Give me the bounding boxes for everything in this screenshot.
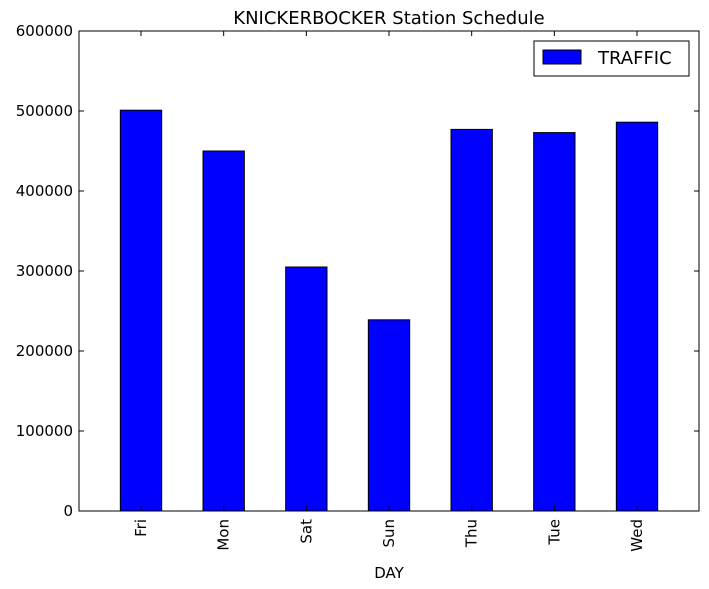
x-tick-label: Thu	[463, 519, 481, 548]
x-tick-label: Fri	[132, 519, 150, 537]
y-tick-label: 0	[63, 502, 73, 520]
y-tick-label: 300000	[16, 262, 73, 280]
y-tick-label: 200000	[16, 342, 73, 360]
chart-title: KNICKERBOCKER Station Schedule	[233, 8, 544, 29]
x-tick-label: Mon	[215, 519, 233, 551]
y-tick-label: 600000	[16, 22, 73, 40]
bar-sun	[367, 319, 411, 512]
bar-fri	[119, 109, 163, 512]
x-axis: Fri Mon Sat Sun Thu Tue Wed	[132, 31, 646, 552]
x-axis-label: DAY	[374, 564, 404, 582]
x-tick-label: Sun	[380, 519, 398, 548]
y-tick-label: 400000	[16, 182, 73, 200]
legend-swatch	[542, 49, 582, 65]
bar-thu	[450, 128, 493, 512]
bar-mon	[202, 150, 245, 512]
x-tick-label: Tue	[545, 519, 563, 546]
x-tick-label: Wed	[628, 519, 646, 552]
y-tick-label: 100000	[16, 422, 73, 440]
bar-wed	[615, 121, 659, 512]
bars-layer	[119, 109, 659, 512]
plot-frame	[78, 30, 700, 512]
legend: TRAFFIC	[533, 40, 690, 77]
x-tick-label: Sat	[297, 519, 315, 544]
y-axis: 0 100000 200000 300000 400000 500000 600000	[16, 22, 699, 520]
legend-box	[533, 40, 690, 77]
legend-label: TRAFFIC	[597, 48, 672, 69]
bar-tue	[533, 132, 576, 512]
y-tick-label: 500000	[16, 102, 73, 120]
bar-sat	[285, 266, 328, 512]
